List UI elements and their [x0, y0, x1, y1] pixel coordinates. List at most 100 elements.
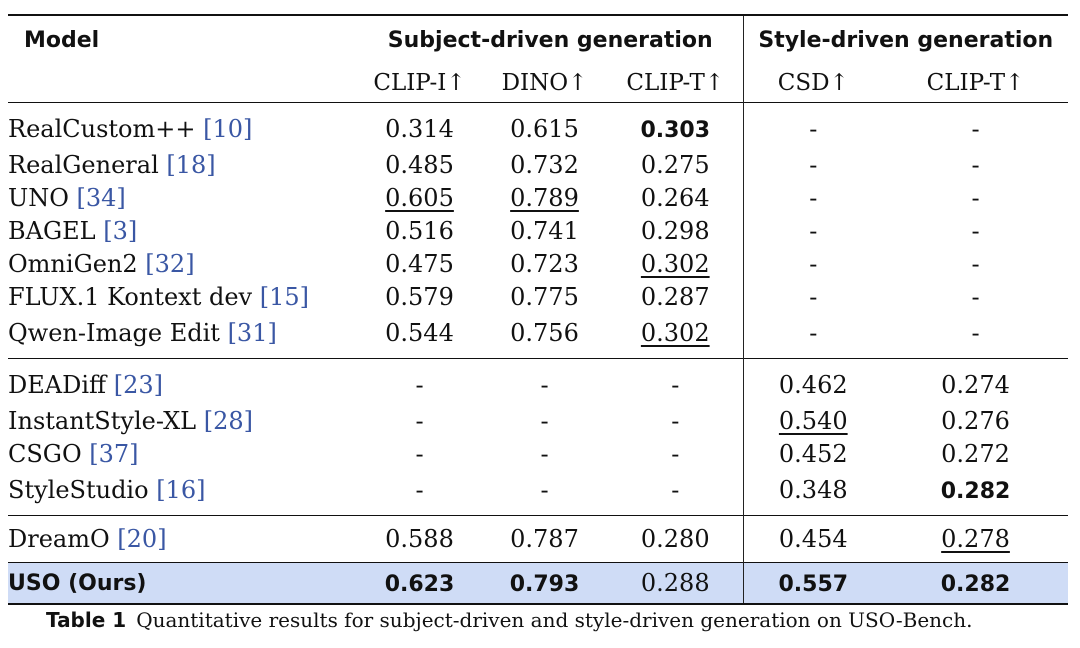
model-name-cell: DreamO [20] [8, 515, 358, 563]
metric-header: CLIP-I↑ [373, 70, 466, 96]
model-name-cell: RealGeneral [18] [8, 148, 358, 181]
metric-value: - [809, 216, 818, 245]
citation-link[interactable]: [23] [113, 370, 163, 399]
metric-value: - [809, 150, 818, 179]
style-driven-header: Style-driven generation [742, 14, 1069, 64]
metric-value-cell: 0.787 [481, 515, 608, 563]
model-name: RealGeneral [8, 150, 167, 179]
metric-value-cell: 0.272 [883, 437, 1068, 470]
metric-value: - [671, 370, 680, 399]
metric-value-cell: - [358, 470, 481, 516]
metric-value: - [809, 282, 818, 311]
citation-link[interactable]: [10] [203, 114, 253, 143]
metric-value-cell: 0.485 [358, 148, 481, 181]
model-name-cell: Qwen-Image Edit [31] [8, 313, 358, 359]
metric-value-cell: 0.280 [608, 515, 744, 563]
metric-value-cell: 0.579 [358, 280, 481, 313]
metric-value: - [809, 183, 818, 212]
table-row: StyleStudio [16] - - - 0.348 0.282 [8, 470, 1068, 516]
metric-value-cell: - [608, 404, 743, 437]
metric-value: - [415, 370, 424, 399]
metric-value-cell: - [358, 404, 481, 437]
citation-link[interactable]: [3] [103, 216, 138, 245]
metric-value-cell: 0.623 [358, 562, 481, 605]
results-table: Model Subject-driven generation Style-dr… [8, 14, 1069, 605]
model-name-cell: RealCustom++ [10] [8, 102, 358, 148]
metric-value: 0.302 [640, 249, 710, 278]
metric-value: - [415, 406, 424, 435]
metric-value: 0.579 [385, 282, 454, 311]
model-name-cell: USO (Ours) [8, 562, 358, 605]
metric-value: - [971, 183, 980, 212]
metric-value: 0.605 [385, 183, 454, 212]
metric-value-cell: - [742, 214, 884, 247]
metric-value-cell: 0.516 [358, 214, 481, 247]
citation-link[interactable]: [20] [117, 525, 167, 553]
metric-value: 0.540 [778, 406, 848, 435]
metric-value-cell: 0.302 [608, 247, 743, 280]
metric-value: - [671, 406, 680, 435]
metric-value-cell: - [742, 247, 884, 280]
model-name: OmniGen2 [8, 249, 146, 278]
metric-value: - [671, 439, 680, 468]
results-table-body: RealCustom++ [10] 0.314 0.615 0.303- - RealGe… [8, 102, 1069, 605]
model-name-cell: FLUX.1 Kontext dev [15] [8, 280, 358, 313]
metric-value: - [971, 150, 980, 179]
model-column-header: Model [8, 14, 358, 103]
citation-link[interactable]: [28] [203, 406, 254, 435]
citation-link[interactable]: [31] [227, 318, 277, 347]
metric-value-cell: 0.756 [481, 313, 608, 359]
metric-value-cell: 0.732 [481, 148, 608, 181]
metric-value: 0.282 [940, 572, 1011, 597]
model-name: CSGO [8, 439, 90, 468]
metric-value: - [540, 370, 549, 399]
metric-value: 0.544 [385, 318, 454, 347]
metric-value: 0.557 [778, 572, 849, 597]
metric-value-cell: 0.287 [608, 280, 743, 313]
metric-value: 0.302 [640, 318, 710, 347]
table-row: RealCustom++ [10] 0.314 0.615 0.303 - - [8, 102, 1069, 148]
metric-value: 0.298 [640, 216, 710, 245]
citation-link[interactable]: [15] [259, 282, 309, 311]
metric-value: 0.282 [940, 478, 1011, 504]
metric-value: 0.452 [778, 439, 848, 468]
citation-link[interactable]: [32] [145, 249, 195, 278]
subject-driven-header: Subject-driven generation [358, 14, 744, 64]
table-caption: Table 1 Quantitative results for subject-… [46, 608, 1066, 632]
table-row: RealGeneral [18] 0.485 0.732 0.275 - - [8, 148, 1068, 181]
citation-link[interactable]: [37] [89, 439, 139, 468]
metric-value-cell: 0.264 [608, 181, 743, 214]
model-name: InstantStyle-XL [8, 406, 204, 435]
metric-header: DINO↑ [501, 70, 588, 96]
metric-value-cell: 0.588 [358, 515, 481, 563]
metric-value-cell: - [742, 181, 884, 214]
metric-value-cell: 0.298 [608, 214, 743, 247]
metric-value: - [415, 475, 424, 504]
citation-link[interactable]: [16] [156, 475, 206, 504]
metric-value-cell: 0.282 [883, 562, 1069, 605]
metric-value: 0.264 [640, 183, 710, 212]
metric-value: - [671, 475, 680, 504]
metric-value: 0.741 [510, 216, 579, 245]
metric-value: 0.793 [509, 572, 580, 597]
metric-value: 0.348 [778, 475, 848, 504]
metric-value-cell: 0.274 [883, 358, 1069, 404]
table-row: USO (Ours) 0.623 0.793 0.288 0.557 0.282 [8, 562, 1069, 605]
model-name-cell: InstantStyle-XL [28] [8, 404, 358, 437]
metric-value-cell: - [481, 358, 608, 404]
metric-value: 0.623 [384, 572, 455, 597]
metric-value-cell: - [481, 404, 608, 437]
model-name: BAGEL [8, 216, 104, 245]
metric-value-cell: 0.789 [481, 181, 608, 214]
citation-link[interactable]: [18] [166, 150, 216, 179]
citation-link[interactable]: [34] [76, 183, 126, 212]
metric-header: CLIP-T↑ [626, 70, 725, 96]
model-name-cell: BAGEL [3] [8, 214, 358, 247]
metric-value: - [809, 318, 818, 347]
table-row: FLUX.1 Kontext dev [15] 0.579 0.775 0.287 - - [8, 280, 1068, 313]
metric-value-cell: 0.615 [481, 102, 608, 148]
metric-value: - [809, 114, 818, 143]
metric-value-cell: - [742, 102, 884, 148]
metric-value: 0.288 [640, 569, 710, 597]
table-row: CSGO [37] - - - 0.452 0.272 [8, 437, 1068, 470]
